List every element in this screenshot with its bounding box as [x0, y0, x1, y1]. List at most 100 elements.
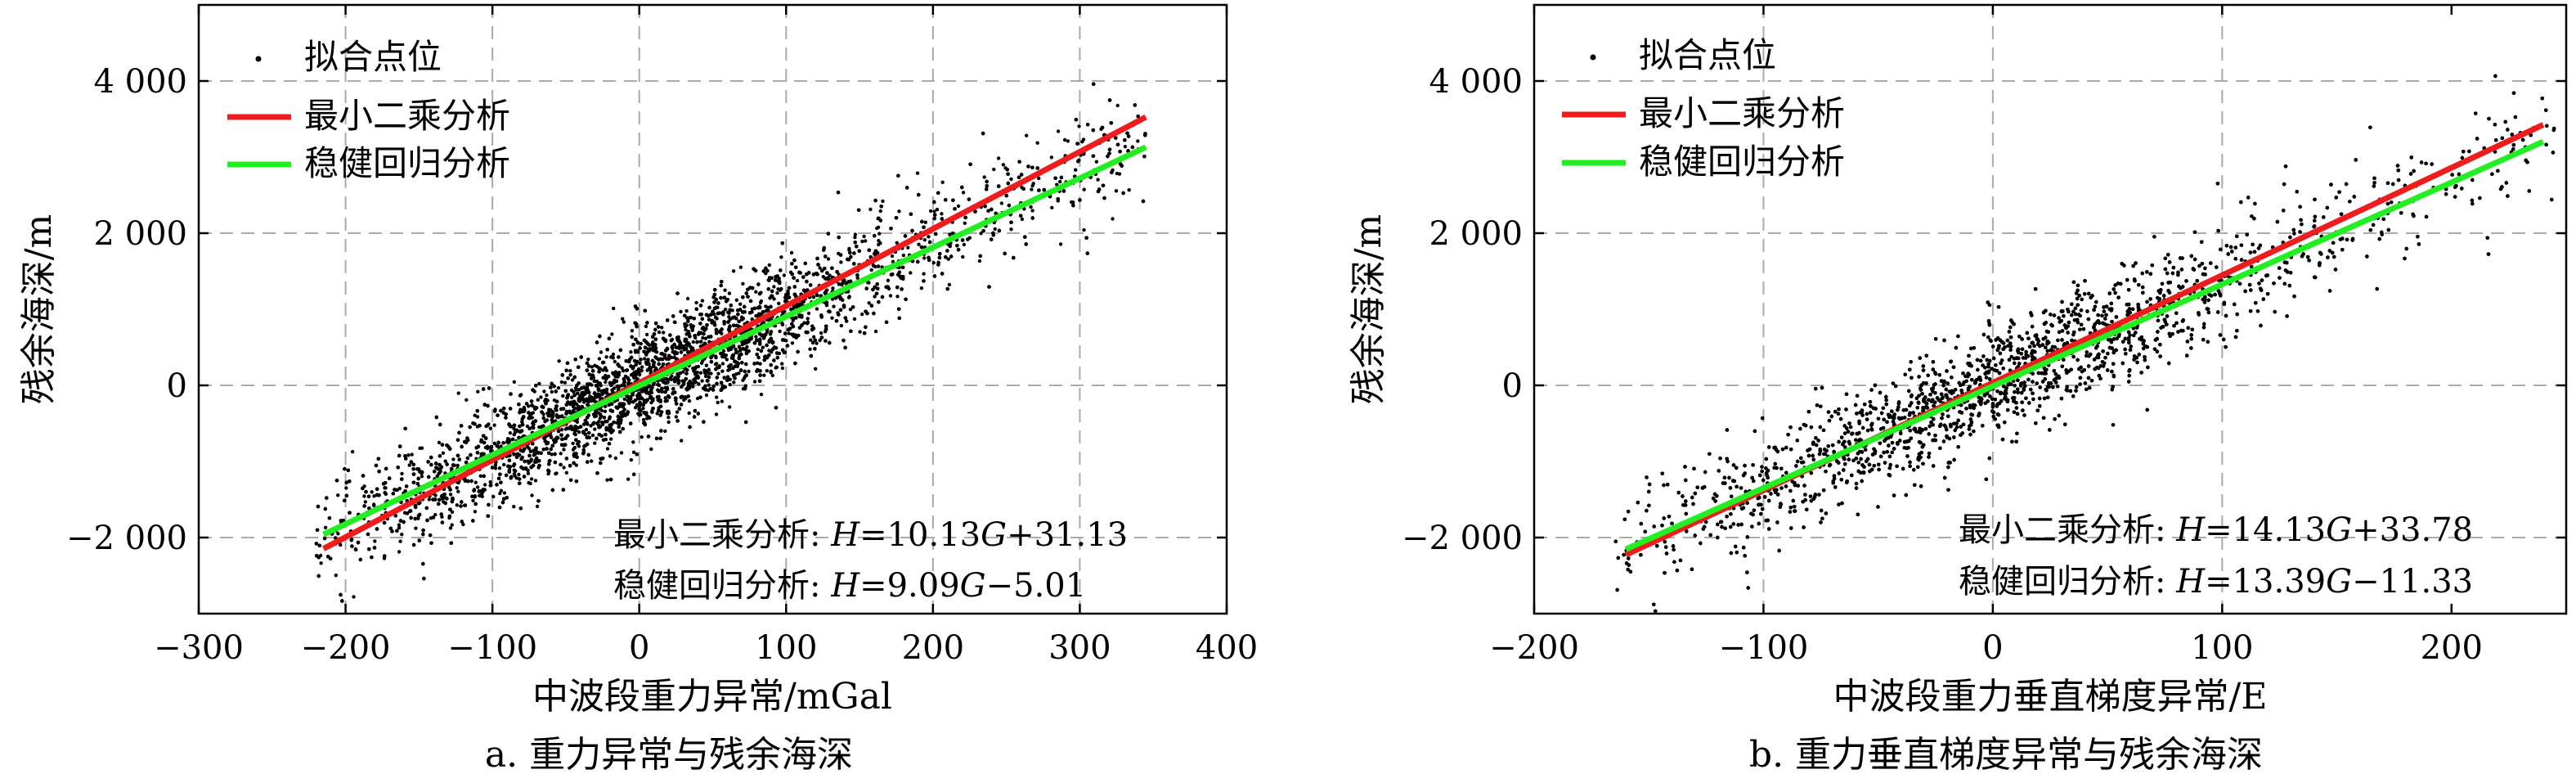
scatter-point	[715, 395, 719, 399]
scatter-point	[603, 409, 608, 413]
scatter-point	[568, 369, 572, 373]
scatter-point	[641, 406, 645, 411]
scatter-point	[982, 175, 986, 179]
scatter-point	[996, 156, 1001, 160]
scatter-point	[704, 393, 709, 398]
scatter-point	[363, 500, 367, 504]
scatter-point	[715, 362, 719, 366]
scatter-point	[577, 430, 581, 434]
scatter-point	[450, 510, 455, 514]
scatter-point	[473, 480, 478, 484]
scatter-point	[517, 472, 521, 477]
scatter-point	[611, 352, 616, 357]
scatter-point	[397, 550, 402, 554]
scatter-point	[756, 355, 761, 360]
scatter-point	[956, 204, 961, 209]
scatter-point	[323, 525, 328, 529]
scatter-point	[542, 389, 546, 394]
scatter-point	[714, 355, 718, 360]
scatter-point	[999, 201, 1004, 205]
scatter-point	[493, 463, 498, 467]
scatter-point	[731, 269, 736, 273]
scatter-point	[790, 341, 795, 345]
scatter-point	[525, 424, 530, 429]
scatter-point	[670, 374, 674, 378]
scatter-point	[815, 341, 819, 345]
scatter-point	[631, 450, 636, 454]
scatter-point	[725, 375, 730, 379]
scatter-point	[640, 365, 644, 369]
scatter-point	[420, 475, 424, 479]
scatter-point	[1066, 139, 1070, 143]
scatter-point	[1058, 179, 1062, 184]
scatter-point	[590, 365, 594, 369]
scatter-point	[601, 368, 605, 372]
scatter-point	[433, 493, 438, 497]
scatter-point	[662, 331, 666, 335]
scatter-point	[858, 330, 862, 334]
scatter-point	[992, 167, 996, 172]
scatter-point	[638, 361, 642, 366]
scatter-point	[860, 239, 864, 244]
scatter-point	[806, 317, 810, 321]
scatter-point	[680, 439, 684, 443]
scatter-point	[571, 441, 575, 446]
scatter-point	[512, 380, 516, 384]
scatter-point	[621, 369, 626, 373]
scatter-point	[1058, 242, 1063, 246]
scatter-point	[527, 404, 531, 408]
scatter-point	[1062, 137, 1067, 142]
scatter-point	[993, 227, 997, 232]
scatter-point	[663, 429, 667, 434]
scatter-point	[831, 286, 835, 290]
scatter-point	[612, 306, 616, 311]
scatter-point	[1030, 209, 1034, 213]
scatter-point	[604, 355, 608, 359]
scatter-point	[963, 221, 967, 225]
scatter-point	[641, 417, 646, 422]
scatter-point	[488, 480, 492, 484]
scatter-point	[648, 369, 653, 374]
scatter-point	[400, 471, 404, 476]
scatter-point	[512, 426, 516, 431]
scatter-point	[754, 313, 758, 318]
scatter-point	[1035, 141, 1039, 145]
scatter-point	[754, 335, 758, 339]
scatter-point	[629, 350, 633, 354]
scatter-point	[545, 393, 549, 398]
scatter-point	[456, 463, 460, 468]
scatter-point	[765, 369, 769, 373]
scatter-point	[574, 463, 578, 467]
scatter-point	[550, 389, 554, 394]
scatter-point	[527, 480, 531, 485]
scatter-point	[532, 453, 536, 457]
scatter-point	[461, 522, 465, 527]
scatter-point	[482, 483, 487, 487]
scatter-point	[370, 490, 374, 494]
scatter-point	[779, 255, 783, 259]
scatter-point	[728, 382, 732, 387]
scatter-point	[633, 406, 638, 410]
scatter-point	[492, 423, 496, 427]
scatter-point	[644, 332, 649, 337]
scatter-point	[697, 382, 701, 386]
scatter-point	[877, 242, 881, 247]
scatter-point	[535, 504, 540, 509]
scatter-point	[720, 362, 725, 366]
scatter-point	[554, 471, 559, 475]
scatter-point	[778, 288, 783, 292]
scatter-point	[759, 392, 764, 397]
scatter-point	[597, 357, 602, 361]
scatter-point	[1025, 133, 1029, 137]
scatter-point	[723, 308, 728, 312]
scatter-point	[940, 180, 945, 184]
scatter-point	[372, 494, 376, 498]
scatter-point	[572, 389, 576, 394]
scatter-point	[1127, 188, 1131, 192]
scatter-point	[666, 416, 671, 420]
scatter-point	[593, 441, 597, 445]
scatter-point	[373, 539, 377, 543]
scatter-point	[1037, 176, 1041, 181]
scatter-point	[629, 457, 633, 462]
scatter-point	[640, 435, 644, 439]
